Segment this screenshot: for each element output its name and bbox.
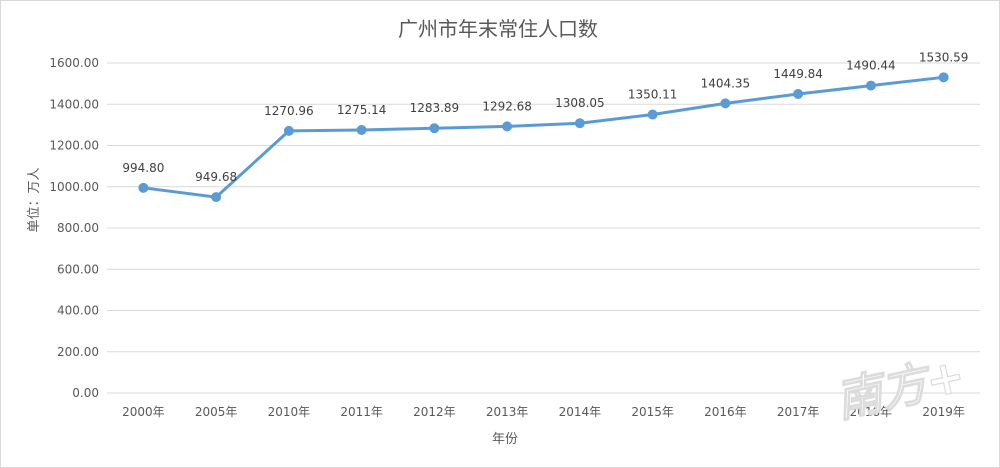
data-point xyxy=(138,182,149,193)
x-tick-label: 2011年 xyxy=(340,405,383,419)
data-label: 994.80 xyxy=(122,161,164,175)
data-point xyxy=(356,125,367,136)
y-tick-label: 1400.00 xyxy=(49,97,99,111)
data-label: 1490.44 xyxy=(846,59,896,73)
data-point xyxy=(793,88,804,99)
x-tick-label: 2010年 xyxy=(268,405,311,419)
y-tick-label: 400.00 xyxy=(57,304,99,318)
data-point xyxy=(865,80,876,91)
y-tick-label: 200.00 xyxy=(57,345,99,359)
x-tick-label: 2015年 xyxy=(631,405,674,419)
data-label: 1270.96 xyxy=(264,104,314,118)
y-tick-label: 1600.00 xyxy=(49,56,99,70)
data-label: 1308.05 xyxy=(555,96,605,110)
data-point xyxy=(720,98,731,109)
x-tick-label: 2013年 xyxy=(486,405,529,419)
y-tick-label: 600.00 xyxy=(57,262,99,276)
x-tick-label: 2005年 xyxy=(195,405,238,419)
gridlines xyxy=(107,62,980,394)
data-point xyxy=(211,192,222,203)
y-tick-label: 0.00 xyxy=(72,386,99,400)
y-axis-ticks: 0.00 200.00 400.00 600.00 800.00 1000.00 1200.… xyxy=(49,56,99,400)
data-point xyxy=(938,72,949,83)
x-axis-ticks: 2000年 2005年 2010年 2011年 2012年 2013年 2014年 2015年… xyxy=(122,405,965,419)
x-tick-label: 2014年 xyxy=(559,405,602,419)
x-tick-label: 2000年 xyxy=(122,405,165,419)
data-point xyxy=(574,118,585,129)
data-label: 1292.68 xyxy=(482,99,532,113)
data-points xyxy=(138,72,949,203)
x-tick-label: 2017年 xyxy=(777,405,820,419)
chart-title: 广州市年末常住人口数 xyxy=(398,17,598,41)
y-axis-title: 单位：万人 xyxy=(27,167,42,232)
y-tick-label: 800.00 xyxy=(57,221,99,235)
data-point xyxy=(429,123,440,134)
x-tick-label: 2012年 xyxy=(413,405,456,419)
x-tick-label: 2019年 xyxy=(922,405,965,419)
x-tick-label: 2016年 xyxy=(704,405,747,419)
series-layer xyxy=(143,75,944,199)
data-label: 949.68 xyxy=(195,170,237,184)
y-tick-label: 1200.00 xyxy=(49,139,99,153)
data-point xyxy=(283,125,294,136)
data-label: 1530.59 xyxy=(919,50,969,64)
x-axis-title: 年份 xyxy=(492,432,518,447)
data-labels: 994.80 949.68 1270.96 1275.14 1283.89 1292.68… xyxy=(122,50,968,184)
data-label: 1275.14 xyxy=(337,103,387,117)
data-label: 1283.89 xyxy=(410,101,460,115)
series-line xyxy=(143,75,944,199)
data-label: 1404.35 xyxy=(701,76,751,90)
data-label: 1449.84 xyxy=(773,67,823,81)
data-point xyxy=(502,121,513,132)
y-tick-label: 1000.00 xyxy=(49,180,99,194)
x-tick-label: 2018年 xyxy=(850,405,893,419)
data-point xyxy=(647,109,658,120)
data-label: 1350.11 xyxy=(628,88,678,102)
